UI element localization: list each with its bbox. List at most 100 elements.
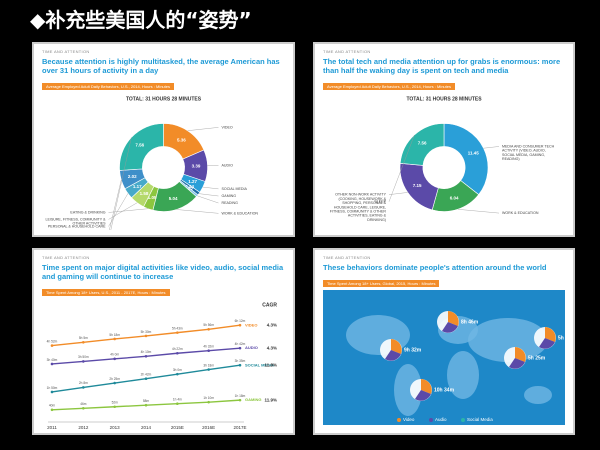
value-label: 46m bbox=[80, 402, 87, 406]
segment-name: OTHER NON-WORK ACTIVITY (COOKING, HOUSEWO… bbox=[330, 193, 387, 222]
series-point bbox=[82, 360, 85, 363]
value-label: 4h 52m bbox=[47, 339, 58, 343]
series-point bbox=[176, 372, 179, 376]
leader-line bbox=[457, 209, 500, 214]
panel-subtitle: Time Spent Among 18+ Users, U.S., 2011 -… bbox=[42, 289, 170, 296]
value-label: 40m bbox=[49, 404, 56, 408]
segment-name: WORK & EDUCATION bbox=[502, 211, 539, 215]
series-cagr: 4.3% bbox=[267, 322, 277, 327]
segment-value: 3.39 bbox=[192, 163, 201, 168]
panel: TIME AND ATTENTION The total tech and med… bbox=[313, 42, 575, 237]
x-tick-label: 2011 bbox=[47, 425, 57, 430]
series-point bbox=[238, 363, 242, 367]
segment-name-line: OTHER NON-WORK ACTIVITY bbox=[335, 193, 387, 197]
series-point bbox=[144, 377, 148, 381]
value-label: 4h 0m bbox=[110, 353, 119, 357]
series-point bbox=[113, 337, 116, 341]
series-point bbox=[50, 390, 54, 394]
region-slice bbox=[448, 311, 459, 326]
section-label: TIME AND ATTENTION bbox=[323, 49, 371, 54]
series-point bbox=[144, 334, 148, 338]
region-slice bbox=[509, 358, 525, 369]
legend-label: Social Media bbox=[467, 417, 493, 422]
series-point bbox=[82, 340, 85, 344]
segment-name: EATING & DRINKING bbox=[70, 210, 105, 214]
series-point bbox=[207, 368, 210, 371]
leader-line bbox=[108, 202, 138, 220]
series-cagr: 11.9% bbox=[264, 397, 277, 402]
series-point bbox=[207, 328, 210, 331]
region-slice bbox=[515, 347, 526, 362]
continent bbox=[394, 364, 422, 416]
segment-name: PERSONAL & HOUSEHOLD CARE bbox=[48, 224, 106, 228]
series-point bbox=[207, 349, 210, 353]
series-name: VIDEO bbox=[245, 322, 257, 327]
region-slice bbox=[415, 390, 431, 401]
segment-name-line: ACTIVITY (VIDEO, AUDIO, bbox=[502, 149, 546, 153]
segment-name: SOCIAL MEDIA bbox=[222, 187, 248, 191]
value-label: 2h 8m bbox=[79, 381, 88, 385]
region-slice bbox=[385, 350, 401, 361]
value-label: 58m bbox=[143, 399, 150, 403]
segment-name-line: DRINKING) bbox=[367, 218, 386, 222]
leader-line bbox=[202, 186, 219, 190]
segment-value: 0.23 bbox=[184, 186, 193, 191]
segment-name-line: FITNESS, COMMUNITY & OTHER bbox=[330, 209, 387, 213]
leader-line bbox=[483, 146, 500, 149]
value-label: 3h 0m bbox=[173, 368, 182, 372]
segment-name: READING bbox=[222, 201, 239, 205]
segment-name: WORK & EDUCATION bbox=[222, 211, 259, 215]
series-point bbox=[176, 402, 179, 405]
donut-segment bbox=[399, 123, 445, 166]
leader-line bbox=[388, 192, 408, 195]
x-tick-label: 2013 bbox=[110, 425, 121, 430]
series-point bbox=[113, 357, 116, 361]
value-label: 5h 43m bbox=[172, 326, 183, 330]
value-label: 3h 18m bbox=[203, 363, 214, 367]
region-time: 5h 40m bbox=[558, 335, 565, 341]
segment-value: 2.02 bbox=[128, 174, 137, 179]
value-label: 1h 4m bbox=[173, 398, 182, 402]
series-point bbox=[238, 398, 242, 402]
continent bbox=[524, 386, 552, 404]
series-name: AUDIO bbox=[245, 345, 258, 350]
segment-name: SLEEP bbox=[374, 200, 386, 204]
value-label: 4h 22m bbox=[172, 347, 183, 351]
segment-value: 7.56 bbox=[135, 142, 144, 147]
value-label: 4h 10m bbox=[141, 350, 152, 354]
region-slice bbox=[442, 322, 458, 333]
panel-heading: The total tech and media attention up fo… bbox=[323, 57, 561, 75]
value-label: 2h 42m bbox=[141, 373, 152, 377]
value-label: 4h 32m bbox=[203, 345, 214, 349]
series-cagr: 11.8% bbox=[264, 362, 277, 367]
segment-name-line: READING) bbox=[502, 157, 520, 161]
segment-name: VIDEO bbox=[222, 125, 233, 129]
series-point bbox=[50, 362, 54, 366]
region-time: 9h 32m bbox=[404, 347, 422, 353]
region-slice bbox=[545, 327, 556, 342]
series-point bbox=[82, 406, 85, 410]
value-label: 3h 50m bbox=[78, 355, 89, 359]
segment-name-line: (COOKING, HOUSEWORK & bbox=[338, 197, 386, 201]
value-label: 5h 18m bbox=[109, 333, 120, 337]
value-label: 2h 25m bbox=[109, 377, 120, 381]
series-point bbox=[50, 344, 54, 347]
segment-name-line: SHOPPING, PERSONAL & bbox=[342, 201, 386, 205]
panel-graphic: TOTAL: 31 HOURS 28 MINUTES 5.36 VIDEO 3.39 A… bbox=[45, 96, 259, 230]
series-point bbox=[176, 331, 179, 334]
segment-name-line: ACTIVITIES, EATING & bbox=[348, 214, 387, 218]
segment-name-line: HOUSEHOLD CARE, LEISURE, bbox=[334, 205, 386, 209]
value-label: 3h 35m bbox=[235, 359, 246, 363]
x-tick-label: 2014 bbox=[141, 425, 152, 430]
donut-segment bbox=[119, 123, 164, 171]
leader-line bbox=[187, 127, 219, 131]
continent bbox=[447, 351, 479, 399]
donut-total: TOTAL: 31 HOURS 28 MINUTES bbox=[126, 96, 202, 102]
leader-line bbox=[108, 193, 129, 227]
x-tick-label: 2015E bbox=[171, 425, 184, 430]
section-label: TIME AND ATTENTION bbox=[42, 255, 90, 260]
value-label: 1h 18m bbox=[235, 394, 246, 398]
panel-heading: These behaviors dominate people's attent… bbox=[323, 263, 547, 272]
value-label: 5h 30m bbox=[141, 330, 152, 334]
slide-title: ◆补充些美国人的“姿势” bbox=[30, 8, 252, 32]
